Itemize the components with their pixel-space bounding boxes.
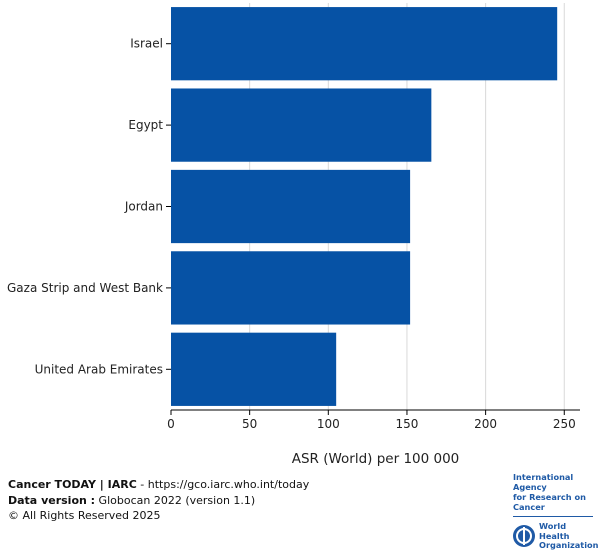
- iarc-logo: International Agency for Research on Can…: [513, 472, 595, 512]
- bar[interactable]: [171, 88, 432, 162]
- bar[interactable]: [171, 7, 558, 81]
- bar[interactable]: [171, 251, 411, 325]
- category-labels: Israel Egypt Jordan Gaza Strip and West Ban…: [7, 37, 171, 376]
- who-line2: Organization: [539, 540, 599, 550]
- category-label: United Arab Emirates: [35, 362, 163, 376]
- bar[interactable]: [171, 169, 411, 244]
- footer: Cancer TODAY | IARC - https://gco.iarc.w…: [8, 477, 309, 524]
- category-label: Israel: [130, 37, 163, 51]
- who-line1: World Health: [539, 521, 570, 541]
- category-label: Jordan: [124, 200, 163, 214]
- logo-divider: [513, 516, 593, 517]
- bars: [171, 7, 558, 406]
- x-tick-label: 50: [242, 417, 257, 431]
- category-label: Gaza Strip and West Bank: [7, 281, 163, 295]
- x-tick-label: 0: [167, 417, 175, 431]
- x-tick-label: 100: [317, 417, 340, 431]
- x-axis-title: ASR (World) per 100 000: [292, 451, 460, 467]
- bar-chart: Israel Egypt Jordan Gaza Strip and West Ban…: [7, 3, 580, 467]
- who-emblem-icon: [513, 525, 535, 548]
- footer-version-label: Data version :: [8, 493, 96, 507]
- footer-source-line: Cancer TODAY | IARC - https://gco.iarc.w…: [8, 477, 309, 493]
- logos: International Agency for Research on Can…: [513, 472, 599, 551]
- footer-copyright: © All Rights Reserved 2025: [8, 509, 161, 522]
- footer-brand: Cancer TODAY | IARC: [8, 478, 137, 491]
- x-tick-label: 250: [553, 417, 576, 431]
- footer-url[interactable]: - https://gco.iarc.who.int/today: [136, 478, 310, 491]
- footer-version-line: Data version : Globocan 2022 (version 1.…: [8, 493, 309, 509]
- x-tick-label: 200: [474, 417, 497, 431]
- who-logo: World Health Organization: [513, 521, 599, 551]
- x-tick-label: 150: [396, 417, 419, 431]
- category-label: Egypt: [128, 118, 163, 132]
- x-ticks: 0 50 100 150 200 250: [167, 410, 576, 431]
- who-text: World Health Organization: [539, 521, 599, 551]
- bar[interactable]: [171, 332, 337, 406]
- iarc-line2: for Research on Cancer: [513, 492, 586, 512]
- footer-version-value: Globocan 2022 (version 1.1): [95, 493, 256, 507]
- iarc-line1: International Agency: [513, 472, 574, 492]
